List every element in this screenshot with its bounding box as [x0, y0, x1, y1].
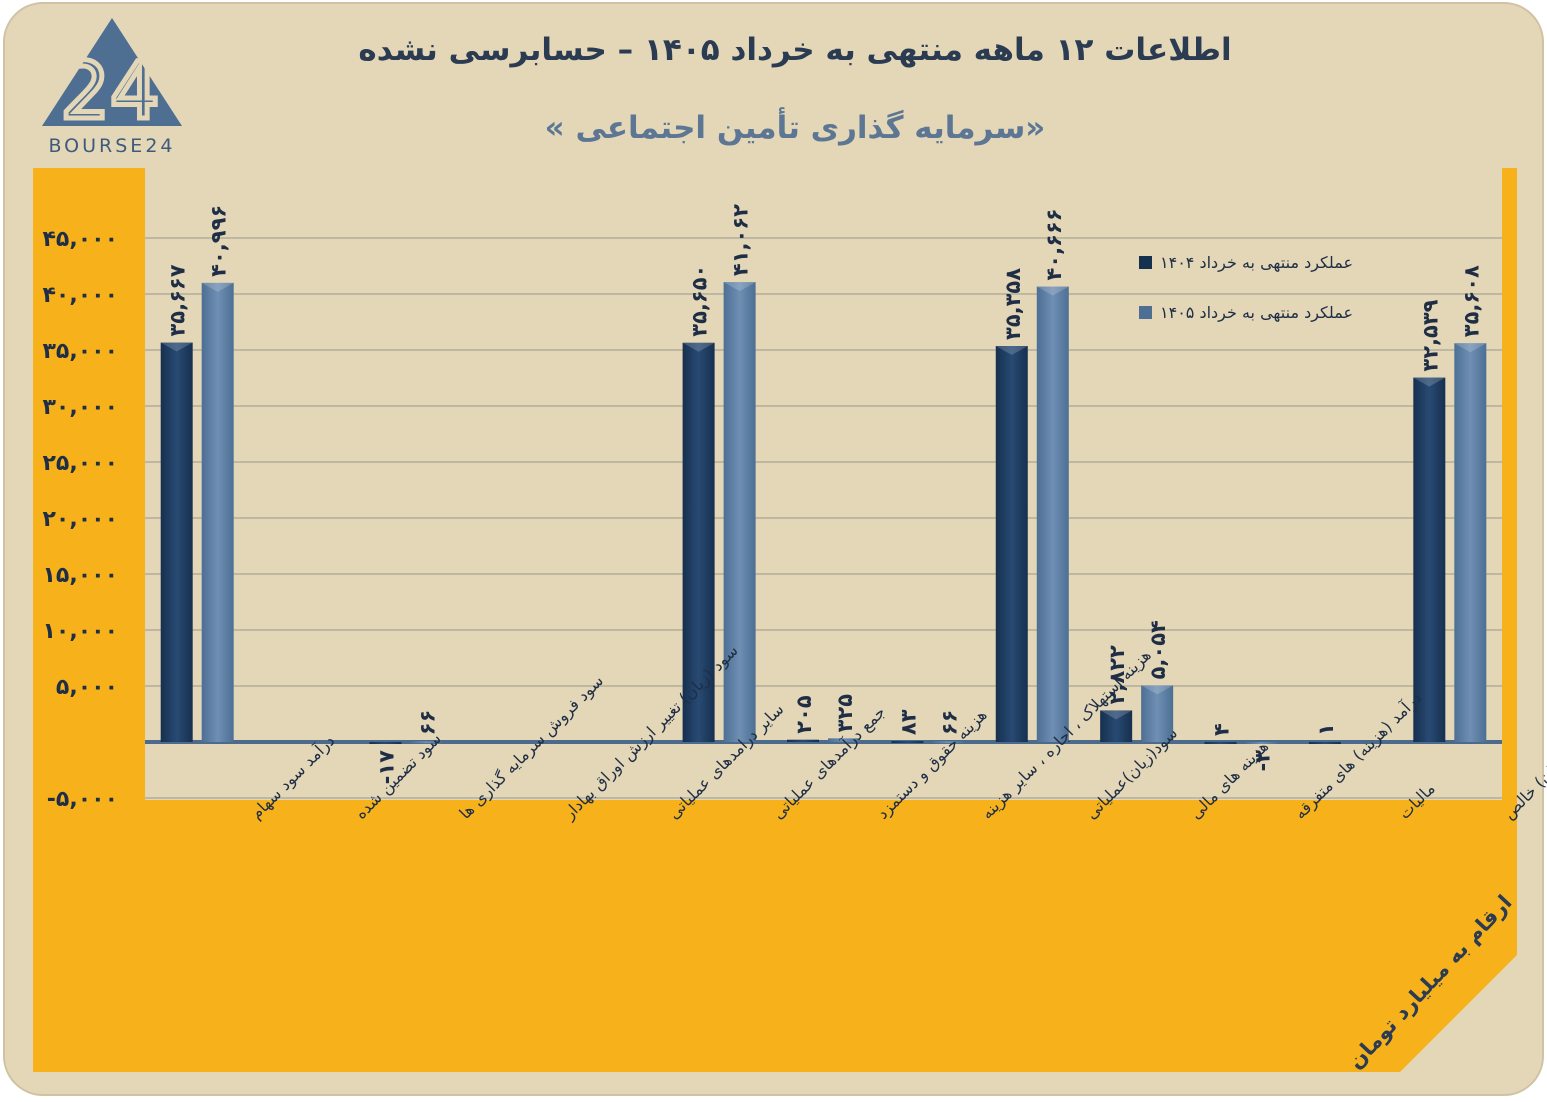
svg-text:24: 24 — [60, 47, 159, 137]
data-label: ۴۰,۹۹۶ — [207, 205, 231, 277]
bar-1404 — [682, 342, 715, 742]
data-label: ۸۳ — [896, 709, 920, 735]
bar-1404 — [787, 739, 819, 742]
bar-bevel — [682, 342, 715, 352]
bar-1404 — [369, 742, 402, 744]
data-label: ۱ — [1314, 723, 1338, 736]
data-label: ۳۲۵ — [833, 694, 857, 733]
bar-bevel — [1141, 685, 1174, 695]
bar-1404 — [1413, 377, 1446, 742]
logo-text: BOURSE24 — [48, 135, 175, 157]
bar-bevel — [1036, 286, 1069, 296]
bar-1405 — [1036, 286, 1069, 742]
y-tick-label: ۱۵,۰۰۰ — [43, 563, 119, 588]
y-tick-label: ۳۰,۰۰۰ — [43, 395, 119, 420]
data-label: ۵,۰۵۴ — [1146, 620, 1170, 679]
y-tick-label: ۵,۰۰۰ — [56, 675, 118, 700]
y-tick-label: ۴۵,۰۰۰ — [43, 227, 119, 252]
bar-1404 — [995, 345, 1028, 742]
data-label: ۳۵,۶۰۸ — [1459, 265, 1483, 337]
y-tick-label: ۲۰,۰۰۰ — [43, 507, 119, 532]
bar-bevel — [723, 282, 756, 292]
bar-1405 — [932, 741, 965, 744]
bar-1405 — [201, 282, 234, 742]
data-label: ۴۰,۶۶۶ — [1042, 208, 1066, 280]
chart-title: اطلاعات ۱۲ ماهه منتهی به خرداد ۱۴۰۵ – حس… — [358, 32, 1232, 68]
data-label: ۴۱,۰۶۲ — [729, 204, 753, 276]
bar-1404 — [1308, 741, 1341, 744]
plot-area — [145, 167, 1502, 800]
bar-1405 — [1141, 685, 1174, 742]
bourse24-logo: 24 BOURSE24 — [42, 18, 182, 157]
chart-subtitle: «سرمایه گذاری تأمین اجتماعی » — [544, 110, 1046, 146]
data-label: ۴ — [1210, 723, 1234, 736]
data-label: -۳ — [1251, 750, 1275, 772]
bar-1405 — [1454, 343, 1487, 742]
bar-bevel — [995, 345, 1028, 355]
data-label: ۲,۸۲۲ — [1105, 645, 1129, 704]
data-label: -۱۷ — [374, 750, 398, 785]
bar-1405 — [1245, 742, 1278, 744]
data-label: ۶۶ — [415, 710, 439, 736]
y-tick-label: -۵,۰۰۰ — [47, 787, 118, 812]
category-label: سود(زیان) خالص — [1499, 728, 1547, 823]
data-label: ۶۶ — [937, 710, 961, 736]
legend-swatch — [1139, 306, 1152, 319]
bar-bevel — [160, 342, 193, 352]
data-label: ۳۵,۶۵۰ — [688, 265, 712, 337]
unit-note-corner-fill — [1400, 955, 1517, 1072]
y-tick-label: ۴۰,۰۰۰ — [43, 283, 119, 308]
data-label: ۳۵,۳۵۸ — [1001, 268, 1025, 340]
bar-1405 — [723, 282, 756, 742]
bar-1404 — [891, 741, 924, 744]
bar-bevel — [1413, 377, 1446, 387]
legend-swatch — [1139, 256, 1152, 269]
y-tick-label: ۲۵,۰۰۰ — [43, 451, 119, 476]
bar-bevel — [1100, 710, 1133, 720]
data-label: ۳۲,۵۳۹ — [1418, 299, 1442, 371]
bar-1405 — [410, 741, 443, 744]
legend-label: عملکرد منتهی به خرداد ۱۴۰۵ — [1160, 303, 1353, 323]
y-tick-label: ۳۵,۰۰۰ — [43, 339, 119, 364]
bar-1405 — [828, 738, 860, 742]
bar-1404 — [1100, 710, 1133, 742]
bar-1404 — [160, 342, 193, 742]
bar-bevel — [1454, 343, 1487, 353]
data-label: ۲۰۵ — [792, 695, 816, 734]
bar-1404 — [1204, 741, 1237, 744]
data-label: ۳۵,۶۶۷ — [166, 264, 190, 336]
legend-label: عملکرد منتهی به خرداد ۱۴۰۴ — [1160, 253, 1353, 273]
y-tick-label: ۱۰,۰۰۰ — [43, 619, 119, 644]
bar-bevel — [201, 282, 234, 292]
